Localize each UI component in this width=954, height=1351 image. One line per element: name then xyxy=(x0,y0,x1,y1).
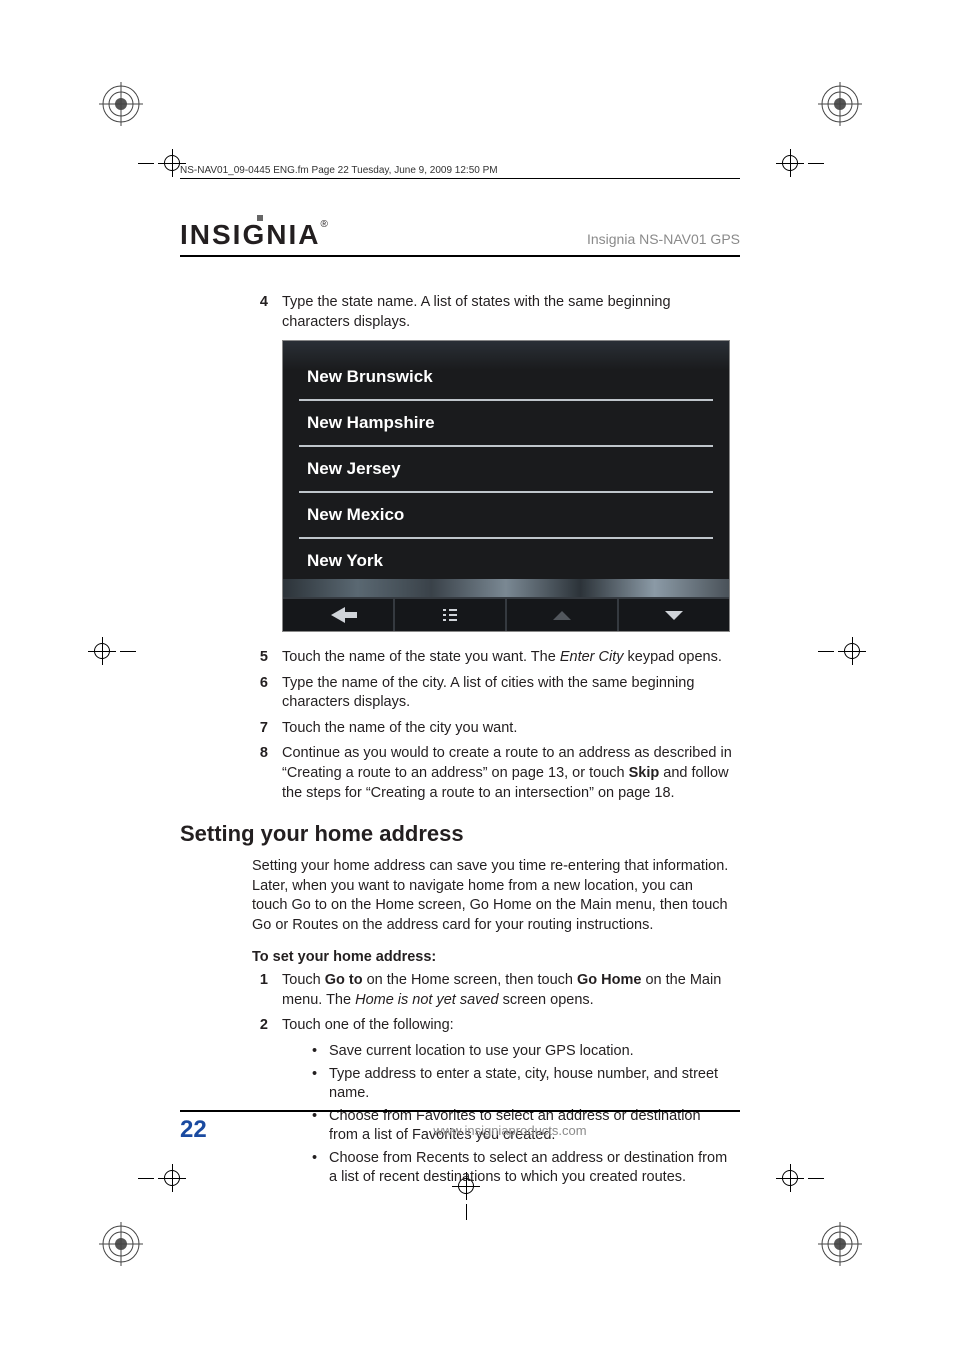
step: 8 Continue as you would to create a rout… xyxy=(252,744,732,803)
body-column: 4 Type the state name. A list of states … xyxy=(252,293,732,1188)
product-label: Insignia NS-NAV01 GPS xyxy=(587,231,740,247)
state-list-item[interactable]: New Hampshire xyxy=(299,401,713,447)
footer: 22 www.insigniaproducts.com xyxy=(180,1110,740,1144)
step-text: Touch the name of the state you want. Th… xyxy=(282,648,732,668)
state-list-item[interactable]: New Brunswick xyxy=(299,355,713,401)
footer-url: www.insigniaproducts.com xyxy=(280,1123,740,1138)
state-list-item[interactable]: New York xyxy=(299,539,713,579)
reg-mark-br xyxy=(818,1222,862,1266)
brand-text: INSIGNIA xyxy=(180,219,320,250)
step-number: 6 xyxy=(252,674,268,713)
bullet-dot: • xyxy=(312,1149,317,1188)
step-number: 7 xyxy=(252,719,268,739)
bullet-dot: • xyxy=(312,1065,317,1104)
state-list-item[interactable]: New Mexico xyxy=(299,493,713,539)
section-heading: Setting your home address xyxy=(180,821,732,847)
sub-heading: To set your home address: xyxy=(252,949,732,965)
step: 7 Touch the name of the city you want. xyxy=(252,719,732,739)
nav-list-button[interactable] xyxy=(395,599,507,631)
crosshair-top-left xyxy=(138,149,186,177)
step-number: 1 xyxy=(252,971,268,1010)
list-icon xyxy=(443,609,457,621)
step-number: 4 xyxy=(252,293,268,332)
brand-row: INSIGNIA® Insignia NS-NAV01 GPS xyxy=(180,219,740,257)
page-number: 22 xyxy=(180,1116,280,1144)
screenshot-nav-bar xyxy=(283,597,729,631)
step: 1 Touch Go to on the Home screen, then t… xyxy=(252,971,732,1010)
section-intro: Setting your home address can save you t… xyxy=(252,857,732,935)
bullet-item: • Type address to enter a state, city, h… xyxy=(312,1065,732,1104)
arrow-left-icon xyxy=(331,607,345,623)
bullet-item: • Choose from Recents to select an addre… xyxy=(312,1149,732,1188)
step-text: Touch Go to on the Home screen, then tou… xyxy=(282,971,732,1010)
bullet-text: Type address to enter a state, city, hou… xyxy=(329,1065,732,1104)
state-list-item[interactable]: New Jersey xyxy=(299,447,713,493)
bullet-item: • Save current location to use your GPS … xyxy=(312,1042,732,1062)
state-list-screenshot: New BrunswickNew HampshireNew JerseyNew … xyxy=(282,340,730,632)
bullet-text: Choose from Recents to select an address… xyxy=(329,1149,732,1188)
header-line: NS-NAV01_09-0445 ENG.fm Page 22 Tuesday,… xyxy=(180,165,740,179)
brand-logo: INSIGNIA® xyxy=(180,219,330,251)
step-number: 8 xyxy=(252,744,268,803)
reg-mark-tl xyxy=(99,82,143,126)
step-number: 2 xyxy=(252,1016,268,1036)
nav-down-button[interactable] xyxy=(619,599,729,631)
crosshair-bottom-right xyxy=(776,1164,824,1192)
crosshair-mid-left xyxy=(88,637,136,665)
chevron-up-icon xyxy=(553,611,571,620)
step: 6 Type the name of the city. A list of c… xyxy=(252,674,732,713)
nav-up-button[interactable] xyxy=(507,599,619,631)
crosshair-bottom-left xyxy=(138,1164,186,1192)
nav-back-button[interactable] xyxy=(283,599,395,631)
step-text: Touch one of the following: xyxy=(282,1016,732,1036)
step-text: Continue as you would to create a route … xyxy=(282,744,732,803)
texture-strip xyxy=(283,579,729,597)
reg-mark-bl xyxy=(99,1222,143,1266)
step-number: 5 xyxy=(252,648,268,668)
crosshair-mid-right xyxy=(818,637,866,665)
crosshair-top-right xyxy=(776,149,824,177)
step: 4 Type the state name. A list of states … xyxy=(252,293,732,332)
chevron-down-icon xyxy=(665,611,683,620)
step: 2 Touch one of the following: xyxy=(252,1016,732,1036)
page-content: NS-NAV01_09-0445 ENG.fm Page 22 Tuesday,… xyxy=(180,165,740,1191)
reg-mark-tr xyxy=(818,82,862,126)
bullet-dot: • xyxy=(312,1042,317,1062)
bullet-text: Save current location to use your GPS lo… xyxy=(329,1042,732,1062)
step-text: Type the state name. A list of states wi… xyxy=(282,293,732,332)
step: 5 Touch the name of the state you want. … xyxy=(252,648,732,668)
step-text: Type the name of the city. A list of cit… xyxy=(282,674,732,713)
step-text: Touch the name of the city you want. xyxy=(282,719,732,739)
